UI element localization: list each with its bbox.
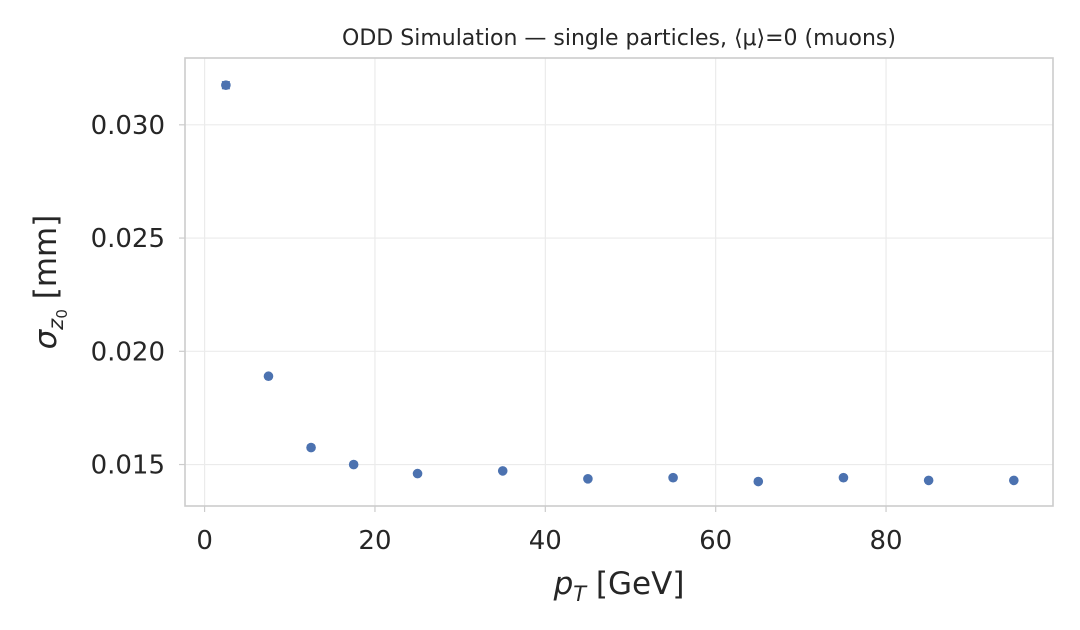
y-axis-label: σz0 [mm] <box>28 215 71 350</box>
chart-title: ODD Simulation — single particles, ⟨μ⟩=0… <box>342 26 896 51</box>
data-point <box>753 476 764 487</box>
y-tick-label: 0.025 <box>91 224 165 254</box>
x-axis-label-rest: [GeV] <box>586 566 684 602</box>
data-point <box>348 459 359 470</box>
x-tick-label: 80 <box>869 526 902 556</box>
x-axis-label: pT [GeV] <box>553 566 685 606</box>
data-point <box>668 472 678 483</box>
data-layer <box>221 80 1019 487</box>
x-tick-label: 0 <box>196 526 213 556</box>
data-point <box>583 474 593 484</box>
plot-frame <box>184 57 1054 507</box>
data-point <box>412 468 423 479</box>
y-axis-label-rest: [mm] <box>28 215 64 309</box>
ticks-layer: 0 20 40 60 80 0.015 0.020 0.025 0.030 <box>91 111 903 556</box>
data-point <box>838 472 849 483</box>
y-axis-label-subsub: 0 <box>53 309 71 319</box>
grid-layer <box>185 58 1053 506</box>
y-axis-label-base: σ <box>28 328 64 349</box>
data-point <box>1009 475 1019 486</box>
x-tick-label: 20 <box>358 526 391 556</box>
data-point <box>221 80 231 90</box>
data-point <box>497 466 508 476</box>
x-axis-label-base: p <box>553 566 574 602</box>
data-point <box>306 442 316 453</box>
data-point <box>923 475 934 486</box>
y-tick-label: 0.020 <box>91 337 165 367</box>
x-tick-label: 60 <box>699 526 732 556</box>
data-point <box>263 371 274 382</box>
x-tick-label: 40 <box>529 526 562 556</box>
x-axis-label-sub: T <box>573 582 588 606</box>
y-tick-label: 0.030 <box>91 111 165 141</box>
y-tick-label: 0.015 <box>91 451 165 481</box>
y-axis-label-sub: z <box>44 318 68 331</box>
